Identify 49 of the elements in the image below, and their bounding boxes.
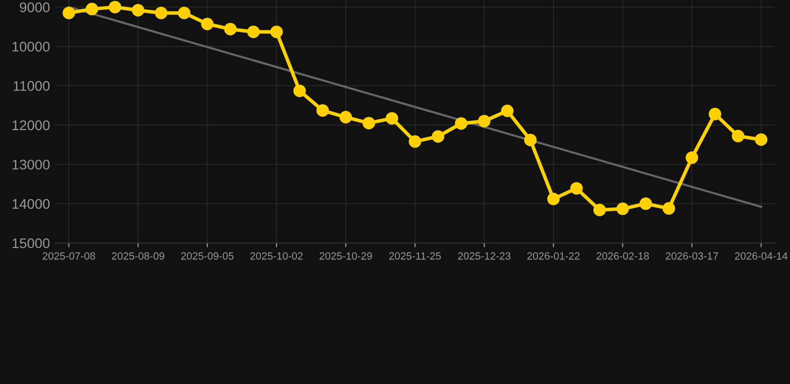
y-tick-label: 11000 — [14, 81, 50, 91]
point — [593, 204, 606, 216]
point — [547, 192, 560, 206]
point — [708, 108, 722, 120]
x-tick-label: 2025-08-09 — [112, 252, 164, 260]
x-tick-label: 2025-11-25 — [389, 252, 441, 260]
x-tick-label: 2025-09-05 — [181, 252, 234, 260]
x-tick-label: 2026-02-18 — [596, 252, 649, 260]
y-tick-label: 10000 — [12, 42, 50, 52]
x-tick-label: 2026-01-22 — [527, 252, 580, 260]
x-tick-label: 2025-12-23 — [458, 252, 510, 260]
point — [570, 182, 583, 195]
point — [662, 202, 676, 215]
point — [270, 26, 283, 38]
point — [432, 130, 444, 143]
point — [454, 117, 468, 130]
point — [316, 104, 329, 117]
point — [62, 6, 76, 20]
point — [686, 151, 698, 164]
point — [178, 6, 190, 20]
x-tick-label: 2025-10-29 — [320, 252, 372, 260]
point — [408, 135, 422, 148]
x-tick-label: 2025-10-02 — [250, 252, 303, 260]
point — [340, 110, 352, 124]
y-tick-label: 9000 — [20, 2, 50, 12]
point — [478, 114, 490, 128]
point — [201, 18, 214, 30]
point — [132, 4, 144, 16]
y-tick-label: 15000 — [12, 238, 50, 248]
point — [732, 130, 744, 142]
point — [154, 6, 168, 20]
point — [640, 197, 652, 210]
point — [386, 112, 398, 125]
point — [362, 116, 376, 130]
point — [247, 26, 260, 38]
x-tick-label: 2025-07-08 — [42, 252, 96, 260]
point — [754, 133, 768, 146]
point — [86, 2, 98, 16]
point — [108, 0, 122, 14]
point — [616, 202, 629, 216]
y-tick-label: 12000 — [12, 120, 50, 130]
point — [293, 84, 306, 98]
point — [501, 104, 514, 118]
point — [524, 134, 537, 146]
x-tick-label: 2026-04-14 — [735, 252, 788, 260]
point — [224, 22, 237, 36]
y-tick-label: 13000 — [12, 160, 50, 170]
x-tick-label: 2026-03-17 — [666, 252, 718, 260]
y-tick-label: 14000 — [12, 199, 50, 209]
